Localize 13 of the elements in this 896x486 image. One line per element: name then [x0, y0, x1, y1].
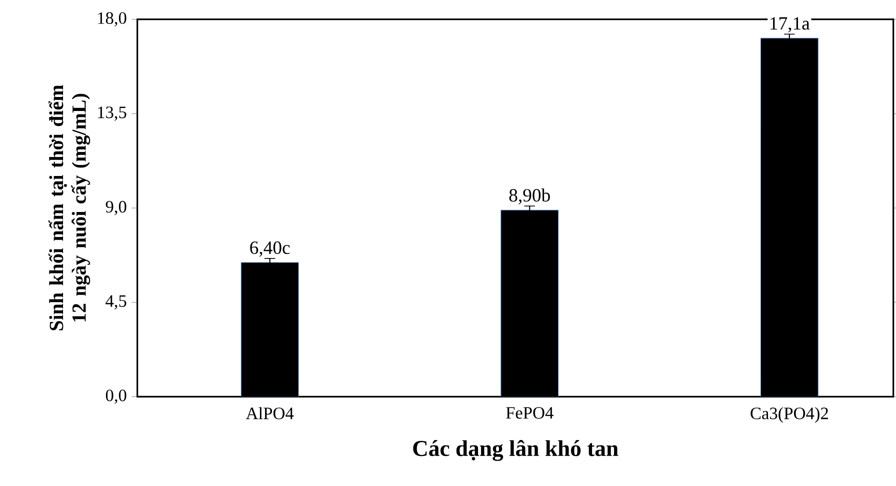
y-tick-label: 13,5 — [98, 106, 126, 121]
data-label: 8,90b — [509, 188, 550, 204]
y-tick-label: 0,0 — [106, 390, 126, 404]
data-label: 17,1a — [770, 17, 810, 32]
x-tick-label: Ca3(PO4)2 — [750, 407, 828, 423]
y-axis-title: Sinh khối nấm tại thời điểm 12 ngày nuôi cấy (mg/mL) — [48, 85, 90, 330]
y-tick-label: 9,0 — [106, 200, 126, 216]
x-tick-label: FePO4 — [506, 407, 554, 419]
y-tick-label: 4,5 — [106, 295, 126, 310]
y-tick-label: 18,0 — [98, 12, 126, 26]
x-axis-title: Các dạng lân khó tan — [413, 440, 618, 461]
data-label: 6,40c — [250, 241, 290, 257]
x-tick-label: AlPO4 — [246, 407, 294, 420]
